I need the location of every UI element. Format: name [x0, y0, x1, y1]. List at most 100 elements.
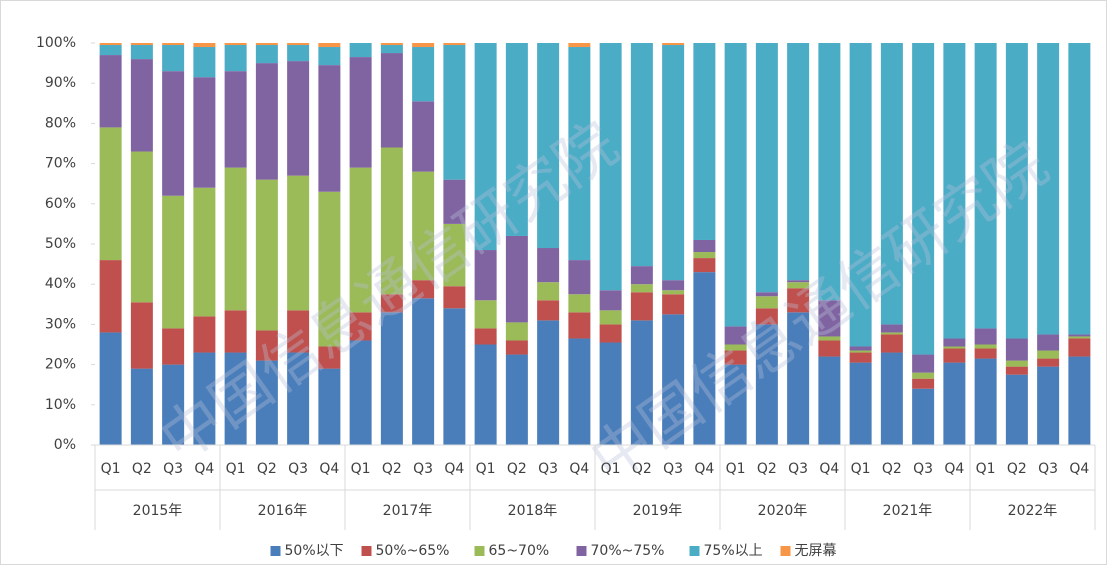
x-tick-label: Q3: [788, 461, 808, 477]
bar-segment: [943, 362, 966, 445]
bar-segment: [662, 45, 685, 281]
y-tick-label: 100%: [36, 35, 76, 51]
bar-segment: [912, 378, 935, 389]
bar-segment: [349, 57, 372, 168]
bar-segment: [599, 310, 622, 325]
bar-segment: [755, 308, 778, 325]
bar-segment: [380, 147, 403, 295]
bar-segment: [1068, 334, 1091, 337]
bar-segment: [568, 260, 591, 295]
bar-segment: [787, 288, 810, 313]
bar-segment: [443, 286, 466, 309]
bar-segment: [974, 344, 997, 349]
y-tick-label: 60%: [45, 196, 76, 212]
bar-segment: [537, 43, 560, 249]
bar-segment: [224, 352, 247, 445]
y-tick-label: 70%: [45, 156, 76, 172]
bar-segment: [287, 175, 310, 311]
y-tick-label: 30%: [45, 316, 76, 332]
bar-segment: [943, 348, 966, 363]
x-tick-label: Q4: [569, 461, 589, 477]
y-tick-label: 20%: [45, 357, 76, 373]
group-label: 2021年: [883, 503, 933, 519]
bar-segment: [162, 364, 185, 445]
x-tick-label: Q2: [132, 461, 152, 477]
group-label: 2019年: [633, 503, 683, 519]
legend-swatch: [361, 546, 372, 556]
x-tick-label: Q3: [663, 461, 683, 477]
bar-segment: [255, 45, 278, 64]
bar-segment: [912, 43, 935, 355]
bar-segment: [162, 195, 185, 329]
bar-segment: [1005, 374, 1028, 445]
bar-segment: [1005, 43, 1028, 339]
bar-segment: [1005, 360, 1028, 367]
bar-segment: [568, 338, 591, 445]
bar-segment: [412, 43, 435, 48]
x-tick-label: Q2: [882, 461, 902, 477]
legend-swatch: [576, 546, 587, 556]
bar-segment: [255, 330, 278, 361]
bar-segment: [380, 45, 403, 54]
legend-swatch: [270, 546, 281, 556]
bar-segment: [724, 43, 747, 327]
bar-segment: [630, 320, 653, 445]
bar-segment: [599, 324, 622, 343]
legend-swatch: [689, 546, 700, 556]
bar-segment: [630, 266, 653, 285]
bar-segment: [99, 332, 122, 445]
y-tick-label: 10%: [45, 397, 76, 413]
x-tick-label: Q3: [913, 461, 933, 477]
bar-segment: [662, 280, 685, 291]
bar-segment: [443, 179, 466, 224]
bar-segment: [318, 368, 341, 445]
bar-segment: [505, 322, 528, 341]
legend-swatch: [780, 546, 791, 556]
bar-segment: [662, 314, 685, 445]
x-tick-label: Q4: [444, 461, 464, 477]
bar-segment: [693, 239, 716, 253]
bar-segment: [99, 260, 122, 333]
bar-segment: [724, 344, 747, 351]
x-tick-label: Q3: [163, 461, 183, 477]
bar-segment: [474, 328, 497, 345]
bar-segment: [787, 312, 810, 445]
bar-segment: [193, 187, 216, 317]
bar-segment: [599, 43, 622, 291]
bar-segment: [505, 235, 528, 323]
legend-label: 70%~75%: [591, 543, 665, 559]
bar-segment: [755, 43, 778, 293]
bar-segment: [162, 43, 185, 46]
x-tick-label: Q1: [476, 461, 496, 477]
bar-segment: [380, 294, 403, 313]
x-tick-label: Q1: [226, 461, 246, 477]
bar-segment: [224, 310, 247, 353]
bar-segment: [880, 352, 903, 445]
bar-segment: [412, 47, 435, 102]
bar-segment: [599, 342, 622, 445]
legend-label: 65~70%: [489, 543, 550, 559]
bar-segment: [1037, 358, 1060, 367]
bar-segment: [380, 312, 403, 445]
bar-segment: [255, 63, 278, 180]
bar-segment: [130, 368, 153, 445]
bar-segment: [693, 252, 716, 259]
bar-segment: [318, 43, 341, 48]
bar-segment: [849, 362, 872, 445]
x-tick-label: Q2: [757, 461, 777, 477]
legend-label: 50%以下: [285, 543, 344, 559]
group-label: 2017年: [383, 503, 433, 519]
bar-segment: [193, 47, 216, 78]
group-label: 2015年: [133, 503, 183, 519]
bar-segment: [443, 223, 466, 287]
bar-segment: [130, 45, 153, 60]
bar-segment: [974, 328, 997, 345]
x-tick-label: Q2: [382, 461, 402, 477]
bar-segment: [880, 43, 903, 325]
bar-segment: [974, 358, 997, 445]
x-tick-label: Q1: [976, 461, 996, 477]
bar-segment: [349, 340, 372, 445]
y-tick-label: 80%: [45, 115, 76, 131]
bar-segment: [787, 43, 810, 281]
bar-segment: [443, 45, 466, 180]
